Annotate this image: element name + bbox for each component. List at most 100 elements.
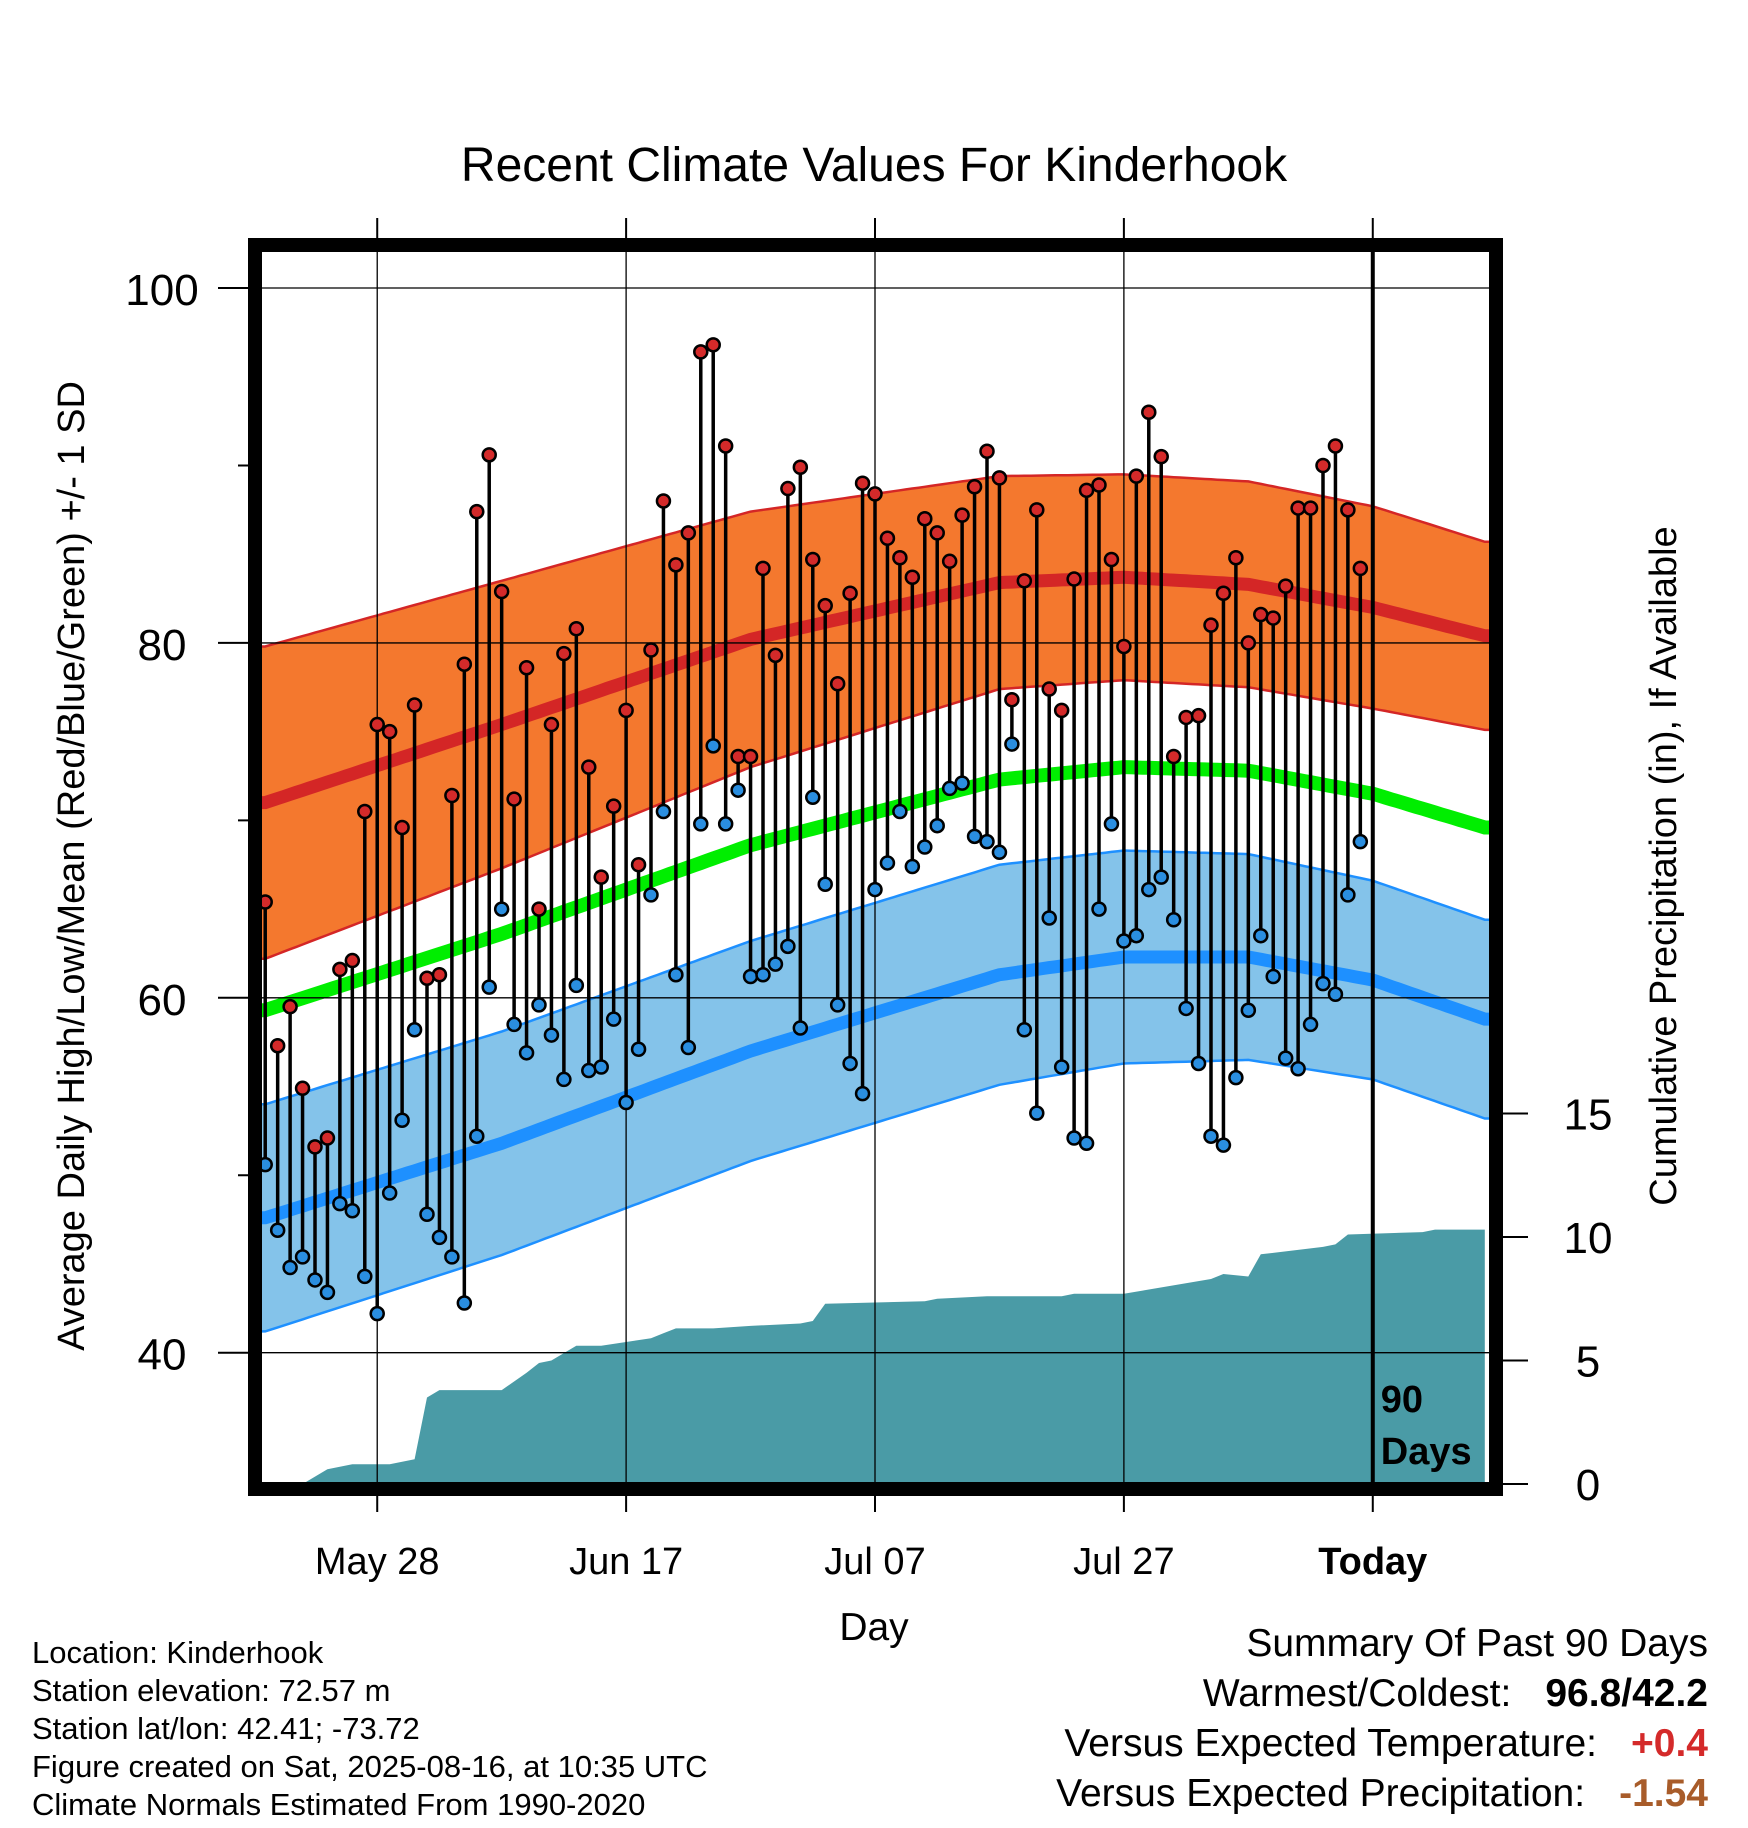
high-point	[730, 748, 746, 765]
high-point	[1240, 635, 1257, 651]
high-point	[1265, 610, 1281, 626]
high-point	[493, 583, 510, 600]
low-point	[1340, 887, 1356, 903]
high-point	[879, 530, 896, 546]
low-point	[892, 803, 908, 820]
high-point	[605, 798, 622, 814]
high-point	[1178, 709, 1194, 726]
low-point	[693, 816, 709, 832]
low-point	[742, 968, 759, 985]
high-point	[456, 656, 473, 672]
warm-cold-value: 96.8/42.2	[1545, 1672, 1708, 1715]
low-point	[1290, 1061, 1306, 1077]
low-point	[630, 1041, 647, 1058]
low-point	[1203, 1128, 1219, 1144]
low-point	[1041, 910, 1057, 926]
low-point	[543, 1027, 560, 1043]
high-point	[680, 525, 697, 541]
high-point	[1153, 448, 1169, 465]
low-point	[307, 1272, 323, 1288]
low-point	[444, 1249, 460, 1265]
summary-heading: Summary Of Past 90 Days	[1246, 1622, 1708, 1665]
low-point	[605, 1011, 622, 1027]
y-tick-label: 60	[138, 976, 187, 1025]
low-point	[506, 1016, 522, 1033]
low-point	[394, 1112, 410, 1128]
high-point	[1352, 560, 1369, 577]
x-tick-label: Jun 17	[569, 1541, 683, 1583]
high-point	[419, 970, 435, 987]
high-point	[1340, 502, 1356, 518]
high-point	[531, 901, 547, 917]
high-point	[1066, 571, 1082, 587]
low-point	[1190, 1055, 1207, 1072]
low-point	[1066, 1130, 1082, 1146]
low-point	[269, 1222, 286, 1239]
low-point	[406, 1021, 423, 1038]
x-axis-label: Day	[839, 1606, 909, 1649]
temp-anomaly-label: Versus Expected Temperature:	[1064, 1722, 1597, 1765]
x-tick-label: May 28	[315, 1541, 440, 1583]
high-point	[357, 803, 373, 820]
high-point	[1290, 500, 1306, 516]
low-point	[568, 977, 585, 994]
summary-precipitation: Versus Expected Precipitation: -1.54	[1056, 1772, 1708, 1816]
daily-temperature-series	[257, 249, 1375, 1484]
high-point	[581, 759, 597, 775]
latlon-text: Station lat/lon: 42.41; -73.72	[32, 1711, 420, 1746]
low-point	[1016, 1021, 1033, 1038]
precip-anomaly-value: -1.54	[1619, 1772, 1708, 1815]
low-point	[1116, 933, 1132, 949]
y2-tick-label: 10	[1564, 1214, 1613, 1263]
high-point	[481, 447, 497, 463]
high-point	[369, 716, 385, 733]
low-point	[705, 738, 721, 754]
high-point	[593, 869, 609, 885]
low-point	[1178, 1000, 1194, 1017]
warm-cold-label: Warmest/Coldest:	[1202, 1672, 1512, 1715]
high-point	[929, 525, 945, 541]
low-point	[319, 1284, 336, 1301]
high-point	[693, 344, 709, 360]
low-point	[357, 1268, 373, 1285]
high-point	[780, 480, 796, 497]
y2-tick-label: 5	[1576, 1338, 1600, 1387]
low-point	[730, 782, 746, 798]
low-point	[332, 1195, 348, 1212]
low-point	[941, 780, 958, 797]
low-point	[1253, 927, 1269, 944]
high-point	[319, 1130, 336, 1146]
high-point	[742, 748, 759, 765]
temp-anomaly-value: +0.4	[1631, 1722, 1708, 1765]
high-point	[1215, 585, 1232, 601]
high-point	[1253, 606, 1269, 623]
x-tick-label: Today	[1318, 1541, 1427, 1583]
low-point	[991, 844, 1008, 861]
low-point	[1053, 1059, 1070, 1075]
high-point	[655, 493, 672, 509]
low-point	[618, 1094, 634, 1111]
y-tick-label: 100	[125, 266, 198, 315]
low-point	[1327, 986, 1344, 1003]
high-point	[1128, 468, 1145, 484]
high-point	[966, 479, 983, 495]
high-point	[805, 551, 821, 568]
high-point	[1327, 438, 1344, 454]
low-point	[531, 997, 547, 1013]
low-point	[1228, 1069, 1244, 1086]
high-point	[1116, 638, 1132, 655]
high-point	[282, 998, 298, 1015]
high-point	[431, 966, 448, 983]
high-point	[1053, 702, 1070, 719]
warmest-value: 96.8	[1545, 1672, 1622, 1715]
low-point	[1265, 968, 1281, 985]
low-point	[282, 1259, 298, 1276]
high-point	[518, 660, 535, 676]
high-point	[294, 1080, 311, 1097]
high-point	[469, 503, 485, 520]
low-point	[854, 1085, 871, 1102]
low-point	[680, 1039, 697, 1056]
axes	[218, 218, 1528, 1512]
low-point	[419, 1206, 435, 1223]
low-point	[817, 876, 833, 892]
